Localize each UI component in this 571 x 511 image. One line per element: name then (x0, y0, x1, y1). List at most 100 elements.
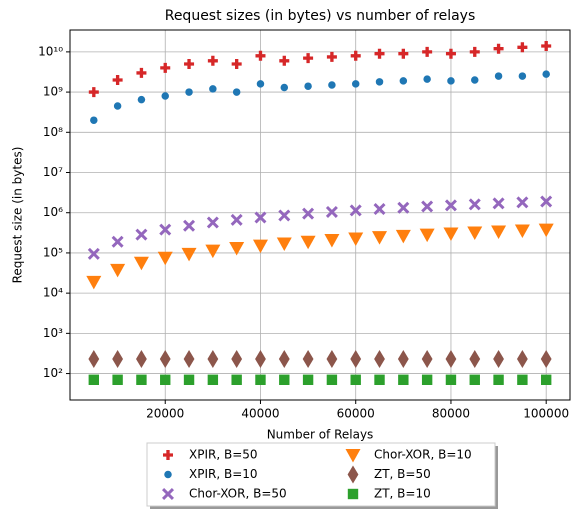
point (209, 85, 217, 93)
legend-label: XPIR, B=50 (189, 448, 258, 462)
point (112, 74, 123, 85)
point (399, 77, 408, 85)
point (232, 88, 241, 96)
point (540, 374, 552, 385)
legend-label: XPIR, B=10 (189, 467, 258, 481)
point (302, 374, 314, 385)
y-tick-label: 10⁴ (43, 286, 63, 300)
point (88, 350, 100, 369)
point (351, 80, 360, 88)
point (517, 374, 528, 385)
point (467, 226, 483, 240)
y-tick-label: 10⁷ (43, 165, 63, 179)
point (419, 228, 435, 243)
x-axis-label: Number of Relays (267, 428, 374, 442)
point (349, 204, 362, 217)
point (304, 82, 312, 90)
point (88, 87, 99, 98)
legend-marker (347, 465, 359, 484)
point (326, 350, 338, 369)
point (540, 195, 553, 208)
point (280, 83, 289, 92)
point (350, 374, 361, 385)
point (494, 72, 503, 80)
point (112, 350, 124, 369)
point (421, 374, 433, 385)
point (492, 197, 505, 210)
point (159, 223, 172, 236)
point (468, 198, 481, 211)
point (90, 116, 98, 124)
y-tick-label: 10⁸ (43, 125, 63, 139)
point (350, 50, 361, 61)
point (231, 350, 243, 369)
y-tick-label: 10⁵ (43, 245, 63, 259)
point (469, 374, 480, 385)
point (133, 256, 149, 271)
point (514, 224, 530, 239)
point (493, 350, 504, 369)
point (542, 70, 550, 78)
point (445, 350, 457, 369)
point (254, 211, 267, 224)
point (517, 42, 528, 53)
point (110, 263, 126, 278)
point (303, 53, 314, 64)
point (111, 235, 124, 248)
point (231, 58, 242, 69)
point (493, 43, 504, 54)
point (421, 200, 434, 213)
point (395, 229, 411, 244)
point (87, 247, 100, 260)
point (112, 374, 123, 385)
x-tick-label: 20000 (146, 407, 184, 421)
point (374, 48, 385, 59)
point (159, 350, 171, 369)
point (348, 232, 364, 247)
point (398, 374, 409, 385)
x-tick-label: 100000 (523, 407, 569, 421)
point (516, 350, 528, 369)
point (230, 213, 243, 226)
point (160, 374, 171, 385)
point (302, 350, 314, 369)
legend-marker (163, 450, 173, 461)
y-tick-label: 10⁶ (43, 205, 63, 219)
y-tick-label: 10¹⁰ (38, 44, 63, 58)
point (252, 239, 268, 254)
point (136, 374, 147, 385)
point (278, 350, 290, 369)
point (469, 350, 481, 369)
point (350, 350, 362, 369)
legend-marker (164, 470, 172, 479)
point (185, 88, 193, 96)
point (372, 231, 388, 245)
point (326, 51, 337, 62)
point (113, 102, 122, 110)
legend-box (146, 442, 496, 507)
y-axis-label: Request size (in bytes) (11, 147, 25, 284)
x-tick-label: 80000 (432, 407, 470, 421)
legend-label: Chor-XOR, B=50 (189, 487, 287, 501)
point (518, 72, 527, 80)
point (181, 247, 197, 262)
point (493, 374, 504, 385)
point (398, 48, 409, 59)
point (445, 374, 457, 385)
point (325, 205, 338, 218)
point (397, 350, 409, 369)
chart-title: Request sizes (in bytes) vs number of re… (165, 8, 476, 24)
point (207, 350, 219, 369)
point (423, 75, 431, 83)
x-tick-label: 60000 (337, 407, 375, 421)
point (302, 207, 315, 220)
point (443, 227, 459, 242)
point (279, 55, 290, 66)
point (326, 374, 338, 385)
legend-label: ZT, B=10 (374, 487, 431, 501)
point (86, 275, 102, 290)
point (183, 219, 196, 232)
y-tick-label: 10⁹ (43, 85, 63, 99)
point (444, 199, 457, 212)
legend-label: ZT, B=50 (374, 467, 431, 481)
